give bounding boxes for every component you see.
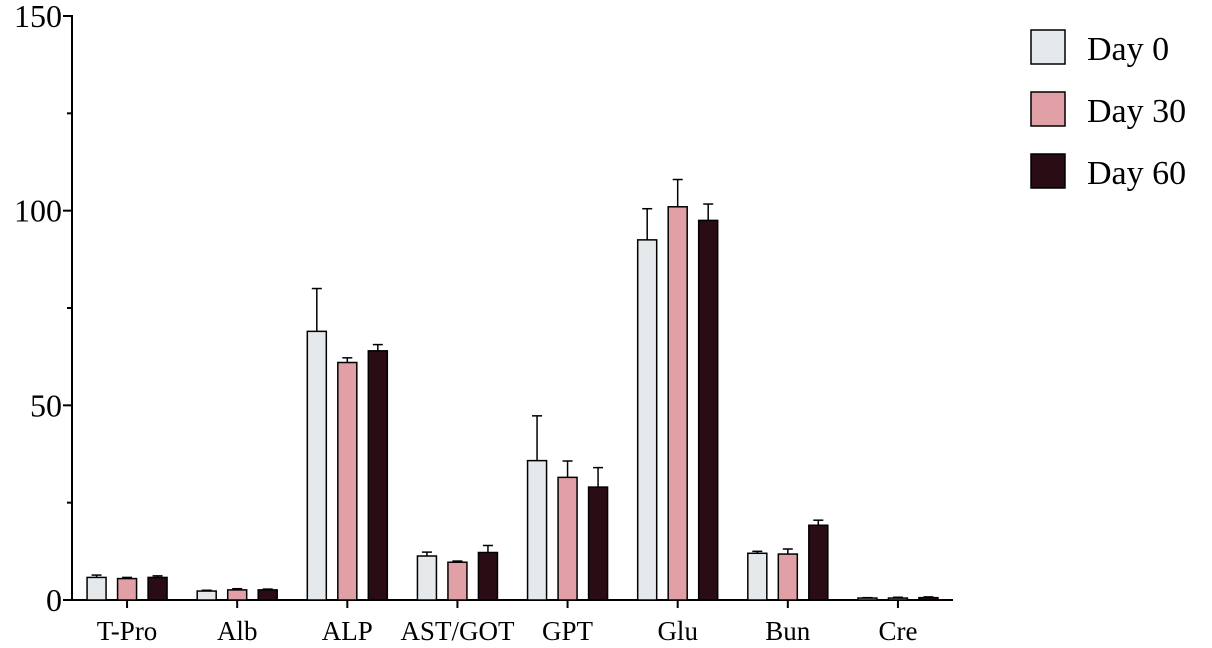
legend-label-day-0: Day 0 (1087, 31, 1169, 68)
bar-gpt-day-30 (557, 476, 578, 601)
bar-alb-day-30 (226, 589, 248, 601)
y-tick-label-0: 0 (46, 582, 62, 618)
bar-ast-got-day-30 (447, 561, 468, 601)
bar-alb-day-60 (257, 589, 278, 601)
bar-gpt-day-0 (526, 459, 548, 601)
legend-swatch-day-0 (1030, 29, 1066, 65)
x-tick-label-bun: Bun (765, 616, 811, 646)
y-tick-label-100: 100 (14, 193, 62, 229)
bar-t-pro-day-0 (86, 576, 107, 601)
x-tick-label-alp: ALP (322, 616, 373, 646)
bar-ast-got-day-0 (416, 555, 438, 601)
bar-ast-got-day-60 (477, 551, 499, 601)
bar-glu-day-0 (636, 239, 658, 601)
bar-t-pro-day-30 (116, 577, 138, 601)
axes: 0 50 100 150 T-Pro Alb ALP AST/GOT GPT Glu Bun Cre (14, 0, 953, 646)
bar-glu-day-60 (697, 219, 719, 601)
y-tick-label-50: 50 (30, 387, 62, 423)
bar-bun-day-60 (808, 524, 829, 601)
bars-layer (86, 178, 939, 601)
bar-gpt-day-60 (587, 486, 609, 601)
bar-alp-day-60 (367, 350, 389, 601)
x-tick-label-ast-got: AST/GOT (400, 616, 515, 646)
x-tick-label-t-pro: T-Pro (97, 616, 158, 646)
bar-bun-day-0 (747, 552, 768, 601)
bar-bun-day-30 (777, 553, 799, 601)
x-tick-label-gpt: GPT (542, 616, 594, 646)
bar-alp-day-30 (337, 361, 358, 601)
bar-cre-day-30 (887, 597, 909, 601)
x-tick-label-alb: Alb (217, 616, 258, 646)
bar-t-pro-day-60 (147, 576, 168, 601)
legend-swatch-day-60 (1030, 153, 1066, 189)
legend-swatch-day-30 (1030, 91, 1066, 127)
y-tick-label-150: 150 (14, 0, 62, 34)
x-tick-label-glu: Glu (657, 616, 698, 646)
x-tick-label-cre: Cre (878, 616, 917, 646)
legend: Day 0 Day 30 Day 60 (1030, 29, 1186, 192)
bar-glu-day-30 (667, 206, 688, 601)
legend-label-day-30: Day 30 (1087, 93, 1186, 130)
legend-label-day-60: Day 60 (1087, 155, 1186, 192)
bar-cre-day-60 (918, 596, 939, 601)
bar-alp-day-0 (306, 330, 328, 601)
bar-alb-day-0 (196, 590, 217, 601)
